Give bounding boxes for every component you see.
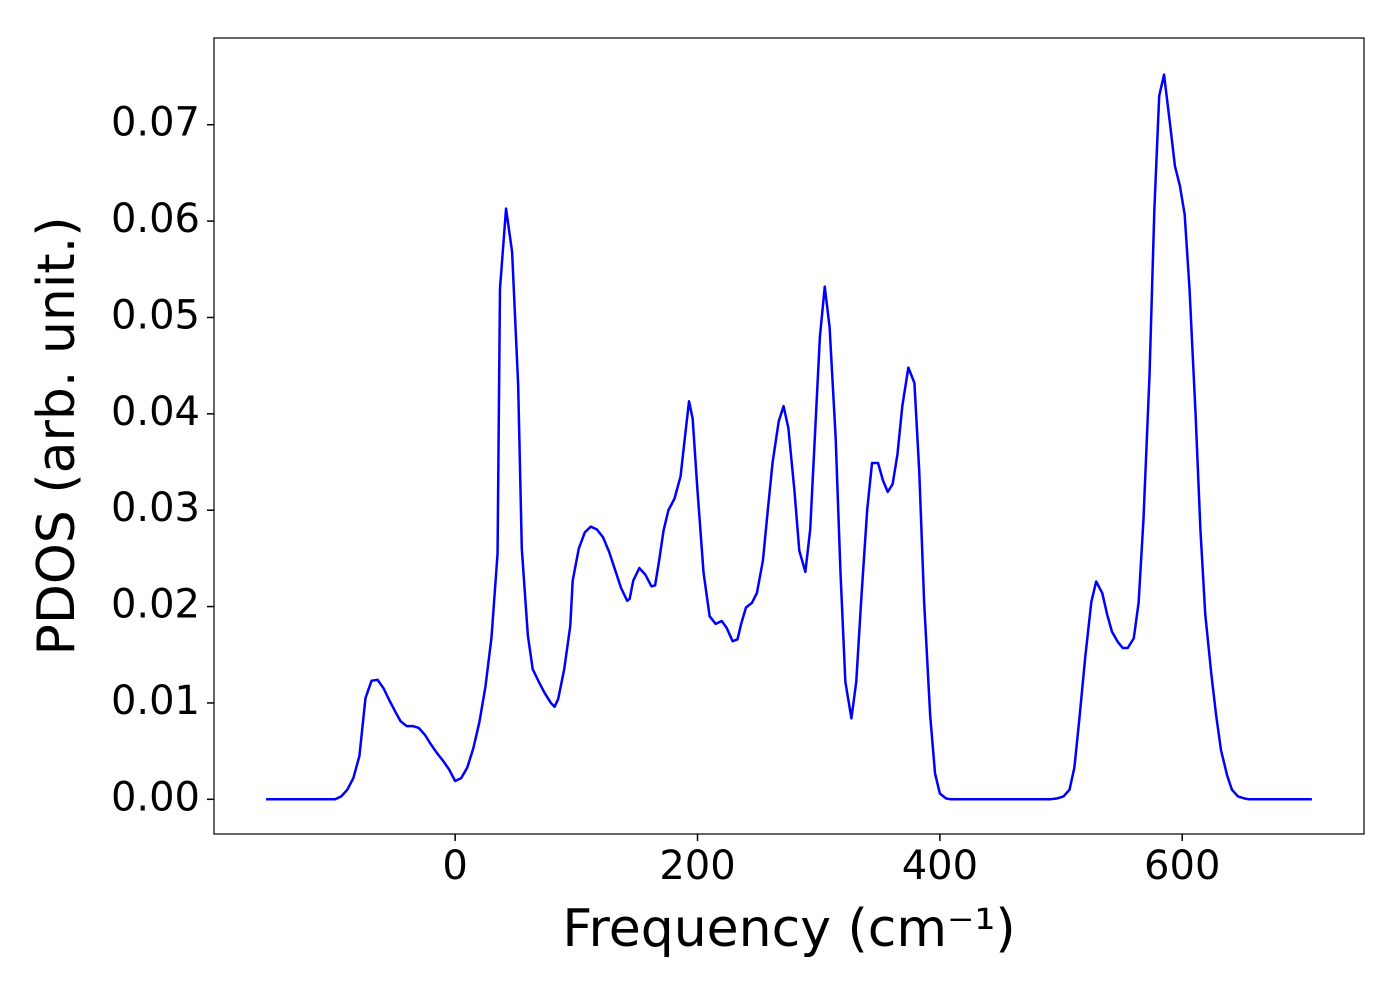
y-tick-label: 0.02 xyxy=(111,582,200,628)
data-line xyxy=(266,73,1312,801)
x-tick-label: 600 xyxy=(1144,843,1220,889)
y-tick-label: 0.01 xyxy=(111,678,200,724)
y-axis-label: PDOS (arb. unit.) xyxy=(27,216,87,655)
y-tick-label: 0.06 xyxy=(111,196,200,242)
x-axis-label: Frequency (cm⁻¹) xyxy=(562,899,1015,959)
y-tick-label: 0.07 xyxy=(111,100,200,146)
x-tick-label: 200 xyxy=(659,843,735,889)
y-tick-label: 0.00 xyxy=(111,774,200,820)
y-tick-label: 0.04 xyxy=(111,389,200,435)
plot-frame xyxy=(213,37,1365,835)
x-tick-label: 0 xyxy=(442,843,467,889)
y-tick-label: 0.05 xyxy=(111,292,200,338)
y-tick-label: 0.03 xyxy=(111,485,200,531)
x-tick-label: 400 xyxy=(902,843,978,889)
